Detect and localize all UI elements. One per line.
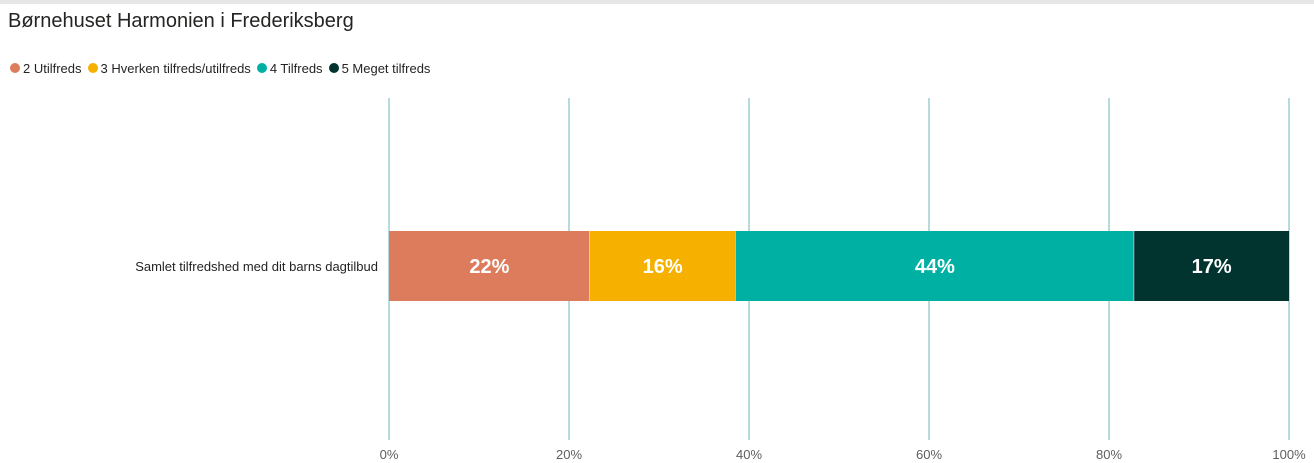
data-label: 22% — [469, 256, 509, 278]
legend-item[interactable]: 3 Hverken tilfreds/utilfreds — [87, 60, 251, 76]
x-tick-label: 40% — [736, 447, 762, 462]
x-tick-label: 80% — [1096, 447, 1122, 462]
legend-swatch — [328, 63, 339, 73]
bar-segment[interactable] — [1134, 231, 1289, 301]
chart-title: Børnehuset Harmonien i Frederiksberg — [8, 10, 354, 32]
x-tick-label: 60% — [916, 447, 942, 462]
legend-item[interactable]: 5 Meget tilfreds — [328, 60, 431, 76]
legend-label: 5 Meget tilfreds — [341, 60, 431, 76]
legend-swatch — [10, 63, 20, 73]
data-label: 16% — [643, 256, 683, 278]
data-label: 44% — [915, 256, 955, 278]
x-tick-label: 20% — [556, 447, 582, 462]
legend-label: 4 Tilfreds — [269, 60, 323, 76]
legend-label: 3 Hverken tilfreds/utilfreds — [100, 60, 251, 76]
bar-segment[interactable] — [589, 231, 736, 301]
legend-item[interactable]: 2 Utilfreds — [10, 61, 82, 76]
legend-label: 2 Utilfreds — [23, 60, 82, 76]
legend-swatch — [256, 63, 267, 73]
x-tick-label: 100% — [1272, 447, 1306, 462]
x-tick-label: 0% — [380, 447, 399, 462]
chart-legend: 2 Utilfreds 3 Hverken tilfreds/utilfreds 4… — [10, 58, 436, 78]
legend-swatch — [87, 63, 98, 73]
category-label: Samlet tilfredshed med dit barns dagtilb… — [135, 259, 378, 274]
top-divider — [0, 0, 1314, 4]
bar-segment[interactable] — [389, 231, 590, 301]
data-label: 17% — [1192, 256, 1232, 278]
bar-segment[interactable] — [735, 231, 1135, 301]
legend-item[interactable]: 4 Tilfreds — [256, 60, 323, 76]
